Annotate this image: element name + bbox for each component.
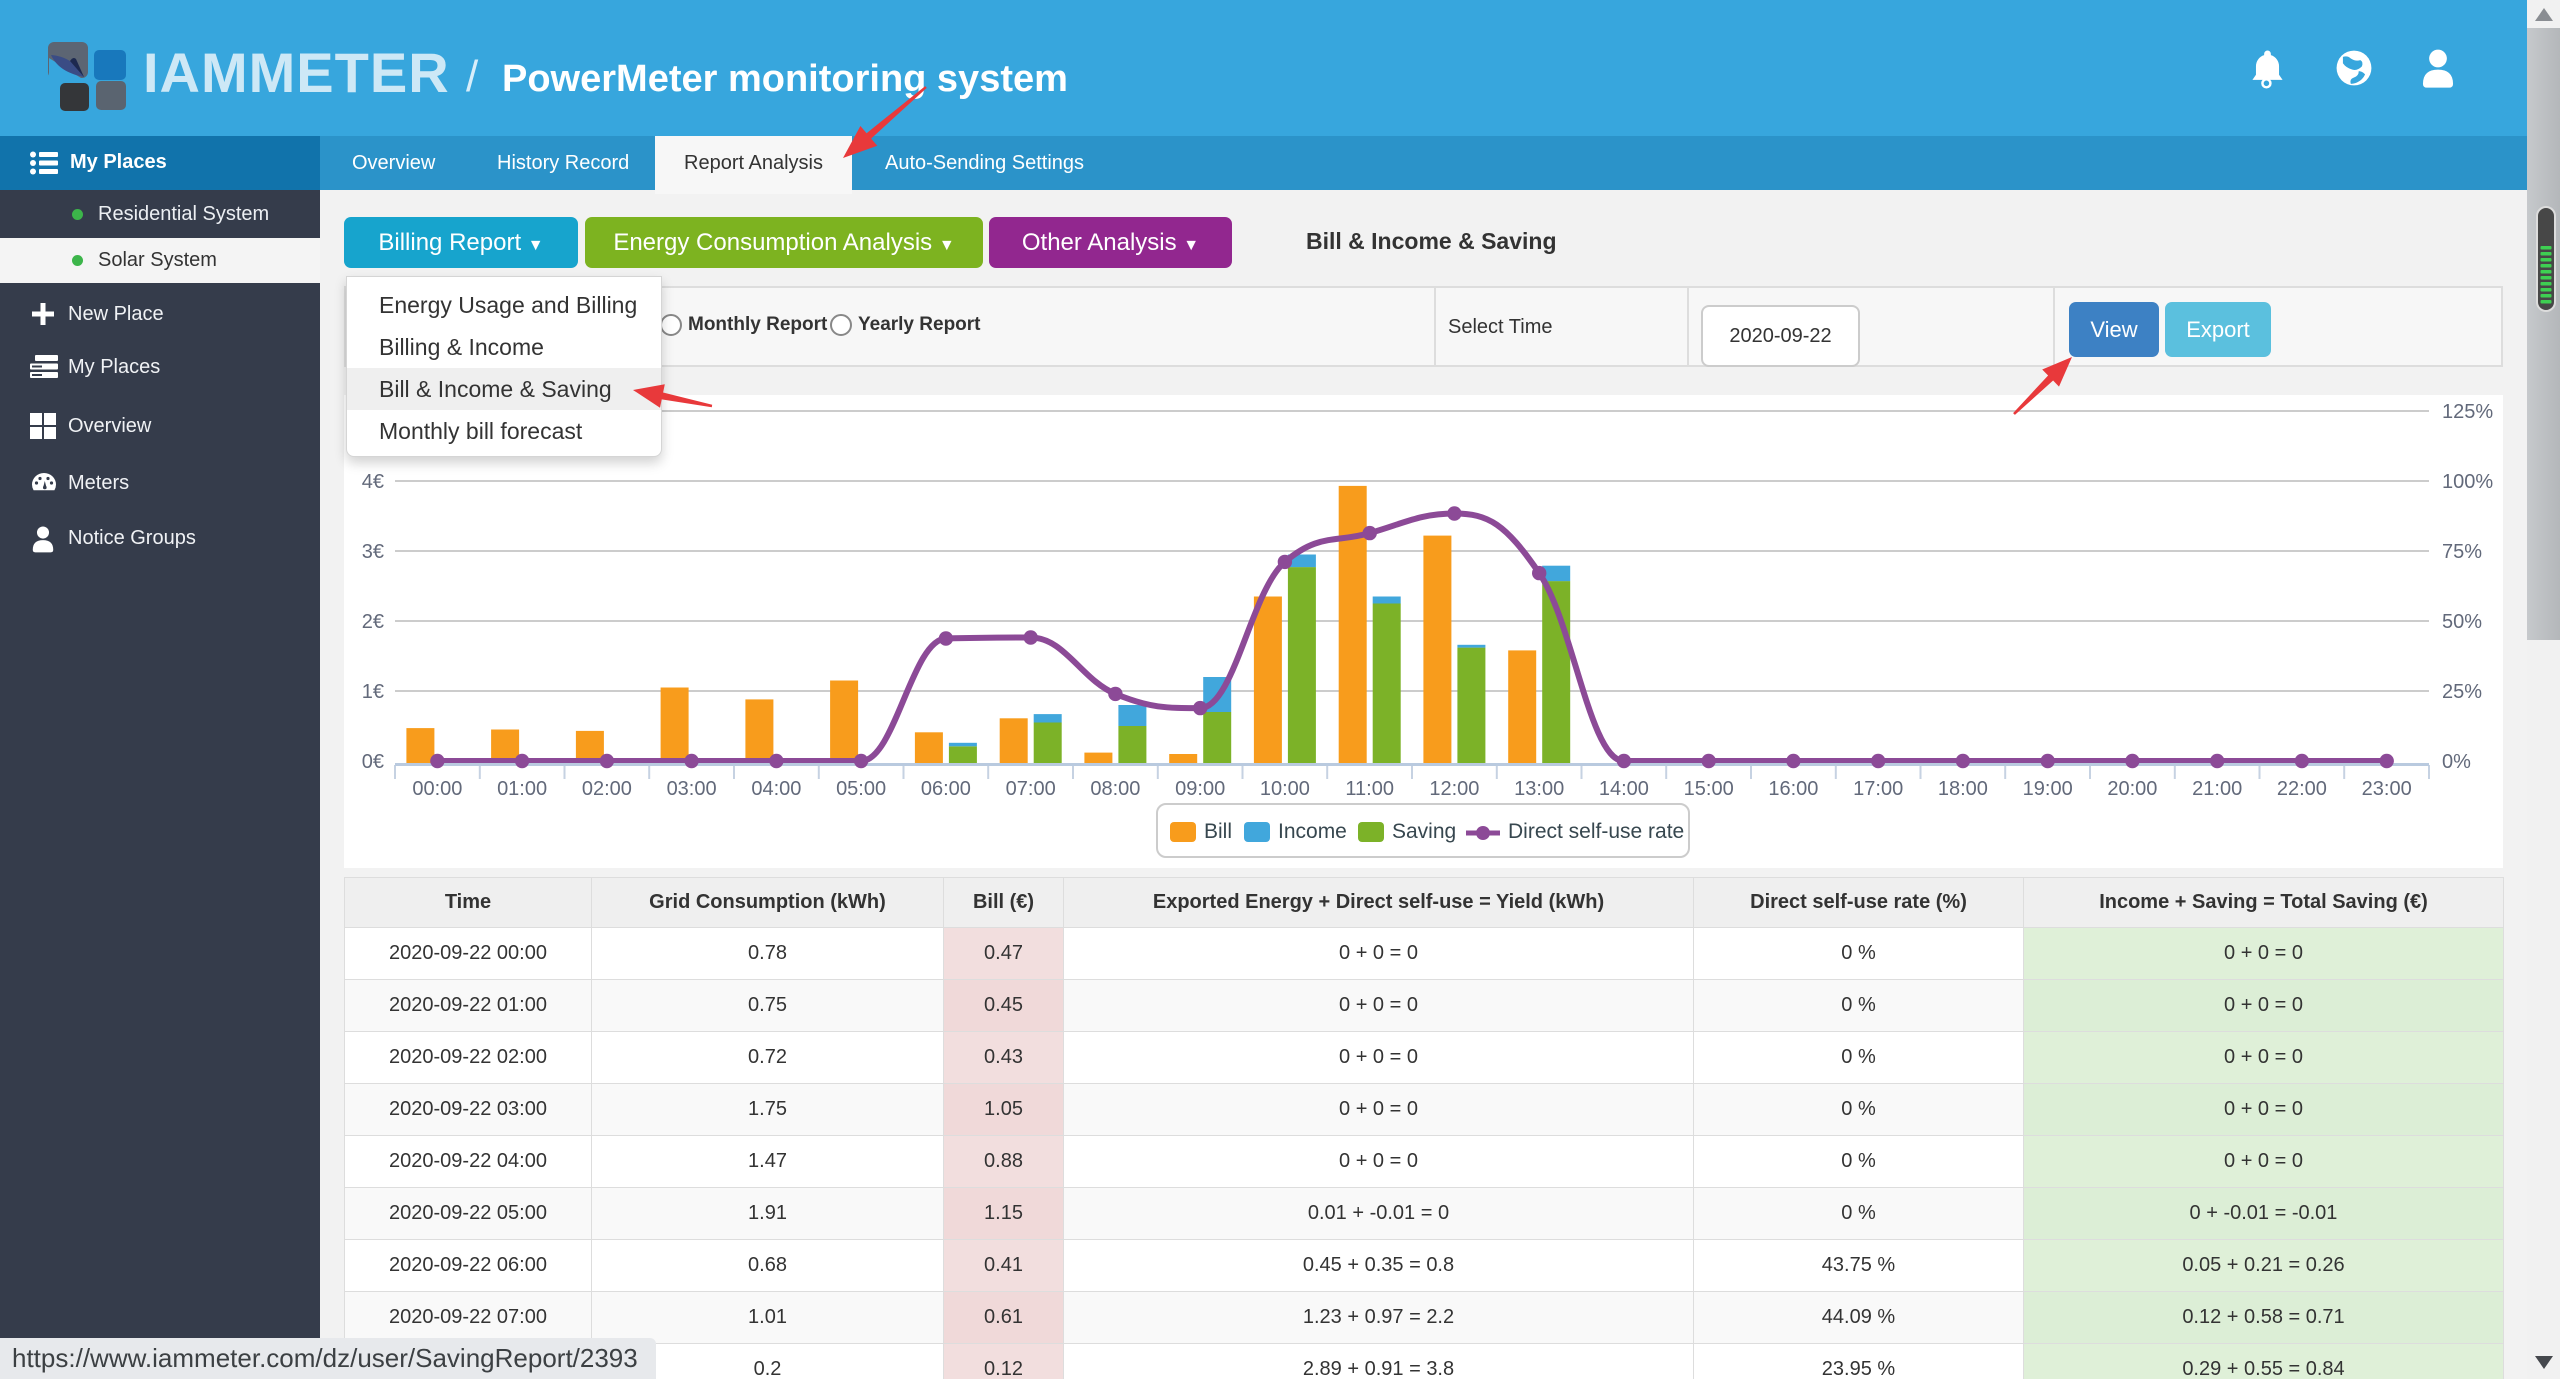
svg-text:15:00: 15:00 <box>1684 778 1734 800</box>
svg-text:09:00: 09:00 <box>1175 778 1225 800</box>
svg-text:00:00: 00:00 <box>412 778 462 800</box>
svg-text:10:00: 10:00 <box>1260 778 1310 800</box>
svg-text:01:00: 01:00 <box>497 778 547 800</box>
svg-text:2€: 2€ <box>362 611 384 633</box>
svg-text:100%: 100% <box>2442 471 2493 493</box>
svg-text:75%: 75% <box>2442 541 2482 563</box>
svg-text:18:00: 18:00 <box>1938 778 1988 800</box>
svg-text:50%: 50% <box>2442 611 2482 633</box>
svg-text:12:00: 12:00 <box>1429 778 1479 800</box>
svg-text:14:00: 14:00 <box>1599 778 1649 800</box>
svg-text:16:00: 16:00 <box>1768 778 1818 800</box>
svg-text:07:00: 07:00 <box>1006 778 1056 800</box>
svg-text:03:00: 03:00 <box>667 778 717 800</box>
svg-text:08:00: 08:00 <box>1090 778 1140 800</box>
svg-text:04:00: 04:00 <box>751 778 801 800</box>
svg-text:125%: 125% <box>2442 401 2493 423</box>
svg-text:05:00: 05:00 <box>836 778 886 800</box>
svg-text:23:00: 23:00 <box>2362 778 2412 800</box>
svg-text:11:00: 11:00 <box>1345 778 1394 800</box>
svg-text:0%: 0% <box>2442 751 2471 773</box>
svg-text:20:00: 20:00 <box>2107 778 2157 800</box>
svg-text:21:00: 21:00 <box>2192 778 2242 800</box>
svg-text:02:00: 02:00 <box>582 778 632 800</box>
svg-text:0€: 0€ <box>362 751 384 773</box>
svg-text:25%: 25% <box>2442 681 2482 703</box>
svg-text:19:00: 19:00 <box>2023 778 2073 800</box>
svg-text:06:00: 06:00 <box>921 778 971 800</box>
svg-text:17:00: 17:00 <box>1853 778 1903 800</box>
svg-text:4€: 4€ <box>362 471 384 493</box>
svg-text:1€: 1€ <box>362 681 384 703</box>
svg-text:13:00: 13:00 <box>1514 778 1564 800</box>
svg-text:22:00: 22:00 <box>2277 778 2327 800</box>
svg-text:3€: 3€ <box>362 541 384 563</box>
